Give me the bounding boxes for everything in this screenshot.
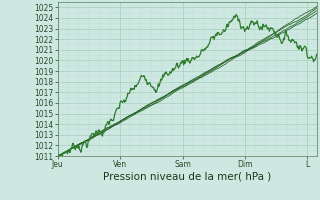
X-axis label: Pression niveau de la mer( hPa ): Pression niveau de la mer( hPa ) — [103, 172, 271, 182]
